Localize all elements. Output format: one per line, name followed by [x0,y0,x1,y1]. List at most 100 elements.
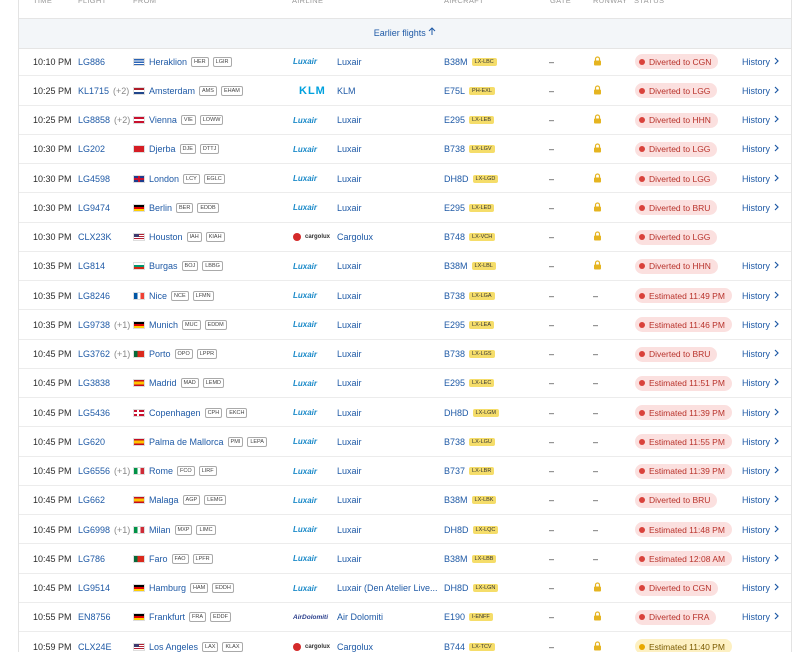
aircraft-type[interactable]: E295 [444,202,466,213]
origin-city[interactable]: Rome [149,466,174,476]
airline-name[interactable]: Cargolux [337,641,374,652]
flight-number[interactable]: LG662 [78,495,106,506]
airline-name[interactable]: Luxair [337,466,362,476]
aircraft-type[interactable]: B744 [444,641,466,652]
origin-city[interactable]: Berlin [149,202,173,213]
origin-city[interactable]: London [149,173,180,184]
aircraft-type[interactable]: B38M [444,495,468,506]
airline-name[interactable]: Luxair [337,378,362,389]
history-link[interactable]: History [742,524,771,535]
airline-name[interactable]: Luxair [337,56,362,67]
aircraft-type[interactable]: B738 [444,290,466,301]
origin-city[interactable]: Madrid [149,378,177,389]
flight-number[interactable]: LG6998 [78,524,111,535]
history-link[interactable]: History [742,553,771,564]
origin-city[interactable]: Frankfurt [149,612,186,623]
flight-number[interactable]: LG8858 [78,115,111,125]
airline-name[interactable]: Luxair [337,495,362,506]
history-link[interactable]: History [742,85,771,96]
flight-number[interactable]: LG3762 [78,349,111,359]
origin-city[interactable]: Milan [149,524,171,535]
flight-number[interactable]: LG6556 [78,466,111,476]
airline-name[interactable]: Luxair [337,290,362,301]
aircraft-type[interactable]: B38M [444,261,468,272]
history-link[interactable]: History [742,202,771,213]
aircraft-type[interactable]: B748 [444,232,466,242]
history-link[interactable]: History [742,436,771,447]
origin-city[interactable]: Houston [149,232,183,242]
origin-city[interactable]: Amsterdam [149,85,196,96]
aircraft-type[interactable]: E75L [444,85,466,96]
flight-number[interactable]: LG886 [78,56,106,67]
origin-city[interactable]: Porto [149,349,171,359]
airline-name[interactable]: Luxair [337,202,362,213]
airline-name[interactable]: Luxair [337,524,362,535]
flight-number[interactable]: KL1715 [78,85,110,96]
history-link[interactable]: History [742,173,771,184]
airline-name[interactable]: Luxair [337,173,362,184]
aircraft-type[interactable]: DH8D [444,583,469,593]
earlier-flights-button[interactable]: Earlier flights [19,18,791,49]
aircraft-type[interactable]: B738 [444,349,466,359]
airline-name[interactable]: Luxair [337,349,362,359]
origin-city[interactable]: Faro [149,553,168,564]
flight-number[interactable]: CLX24E [78,641,112,652]
airline-name[interactable]: Luxair [337,144,362,155]
origin-city[interactable]: Djerba [149,144,176,155]
airline-name[interactable]: Luxair [337,319,362,330]
flight-number[interactable]: EN8756 [78,612,111,623]
flight-number[interactable]: LG5436 [78,407,111,418]
history-link[interactable]: History [742,290,771,301]
origin-city[interactable]: Vienna [149,115,177,125]
aircraft-type[interactable]: B737 [444,466,466,476]
airline-name[interactable]: Luxair [337,407,362,418]
flight-number[interactable]: LG9514 [78,583,111,593]
origin-city[interactable]: Hamburg [149,583,187,593]
airline-name[interactable]: Luxair [337,553,362,564]
aircraft-type[interactable]: E190 [444,612,466,623]
history-link[interactable]: History [742,495,771,506]
aircraft-type[interactable]: E295 [444,378,466,389]
origin-city[interactable]: Munich [149,319,179,330]
aircraft-type[interactable]: E295 [444,115,466,125]
history-link[interactable]: History [742,466,771,476]
aircraft-type[interactable]: DH8D [444,407,469,418]
flight-number[interactable]: CLX23K [78,232,112,242]
aircraft-type[interactable]: B38M [444,553,468,564]
flight-number[interactable]: LG202 [78,144,106,155]
flight-number[interactable]: LG8246 [78,290,111,301]
history-link[interactable]: History [742,407,771,418]
flight-number[interactable]: LG786 [78,553,106,564]
origin-city[interactable]: Los Angeles [149,641,199,652]
aircraft-type[interactable]: B738 [444,144,466,155]
origin-city[interactable]: Palma de Mallorca [149,436,224,447]
origin-city[interactable]: Malaga [149,495,179,506]
airline-name[interactable]: Luxair [337,436,362,447]
history-link[interactable]: History [742,261,771,272]
history-link[interactable]: History [742,612,771,623]
flight-number[interactable]: LG814 [78,261,106,272]
history-link[interactable]: History [742,115,771,125]
aircraft-type[interactable]: DH8D [444,524,469,535]
origin-city[interactable]: Copenhagen [149,407,201,418]
flight-number[interactable]: LG620 [78,436,106,447]
aircraft-type[interactable]: DH8D [444,173,469,184]
flight-number[interactable]: LG9738 [78,319,111,330]
airline-name[interactable]: KLM [337,85,356,96]
aircraft-type[interactable]: E295 [444,319,466,330]
airline-name[interactable]: Luxair [337,115,362,125]
flight-number[interactable]: LG3838 [78,378,111,389]
aircraft-type[interactable]: B38M [444,56,468,67]
history-link[interactable]: History [742,144,771,155]
airline-name[interactable]: Luxair [337,261,362,272]
history-link[interactable]: History [742,378,771,389]
airline-name[interactable]: Cargolux [337,232,374,242]
history-link[interactable]: History [742,56,771,67]
history-link[interactable]: History [742,349,771,359]
airline-name[interactable]: Luxair (Den Atelier Live... [337,583,438,593]
origin-city[interactable]: Heraklion [149,56,188,67]
flight-number[interactable]: LG4598 [78,173,111,184]
flight-number[interactable]: LG9474 [78,202,111,213]
origin-city[interactable]: Nice [149,290,168,301]
origin-city[interactable]: Burgas [149,261,178,272]
